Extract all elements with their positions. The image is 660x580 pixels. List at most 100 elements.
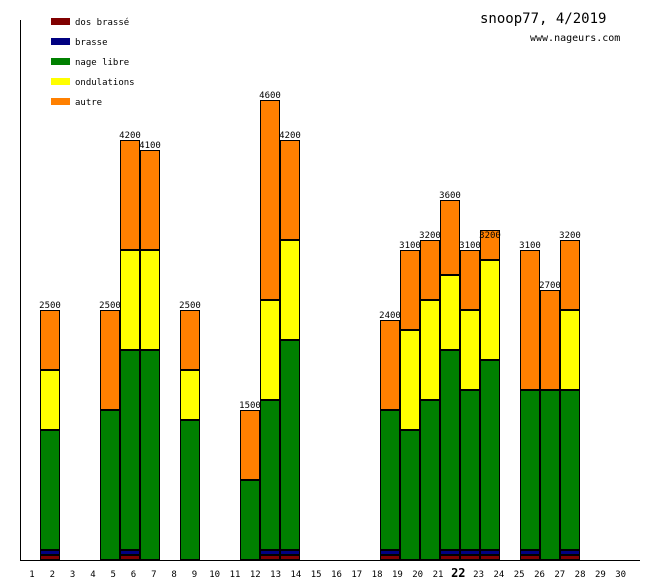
x-tick-30: 30 — [615, 570, 626, 580]
x-tick-5: 5 — [110, 570, 115, 580]
x-tick-14: 14 — [290, 570, 301, 580]
bar-day23-seg0 — [460, 555, 480, 560]
total-label-day28: 3200 — [559, 231, 581, 241]
bar-day9-seg3 — [180, 370, 200, 420]
bar-day19-seg4 — [380, 320, 400, 410]
total-label-day5: 2500 — [99, 301, 121, 311]
legend-label-3: ondulations — [75, 78, 135, 88]
chart-title: snoop77, 4/2019 — [480, 11, 606, 27]
bar-day21-seg2 — [420, 400, 440, 560]
bar-day6-seg1 — [120, 550, 140, 555]
bar-day26-seg2 — [520, 390, 540, 550]
bar-day5-seg4 — [100, 310, 120, 410]
legend-swatch-0 — [51, 18, 70, 25]
bar-day14-seg0 — [280, 555, 300, 560]
bar-day24-seg1 — [480, 550, 500, 555]
total-label-day26: 3100 — [519, 241, 541, 251]
total-label-day22: 3600 — [439, 191, 461, 201]
total-label-day23: 3100 — [459, 241, 481, 251]
x-tick-4: 4 — [90, 570, 95, 580]
bars-layer — [40, 100, 580, 560]
bar-day22-seg0 — [440, 555, 460, 560]
x-tick-18: 18 — [372, 570, 383, 580]
total-label-day6: 4200 — [119, 131, 141, 141]
x-tick-29: 29 — [595, 570, 606, 580]
bar-day28-seg4 — [560, 240, 580, 310]
x-tick-13: 13 — [270, 570, 281, 580]
bar-day20-seg4 — [400, 250, 420, 330]
total-labels: 2500 250042004100250015004600420024003100… — [39, 91, 581, 411]
x-tick-24: 24 — [493, 570, 504, 580]
bar-day22-seg4 — [440, 200, 460, 275]
legend: dos brassé brasse nage libre ondulations aut… — [51, 17, 135, 108]
total-label-day13: 4600 — [259, 91, 281, 101]
legend-label-1: brasse — [75, 38, 108, 48]
x-tick-28: 28 — [575, 570, 586, 580]
bar-day24-seg2 — [480, 360, 500, 550]
bar-day14-seg4 — [280, 140, 300, 240]
x-tick-21: 21 — [433, 570, 444, 580]
bar-day24-seg0 — [480, 555, 500, 560]
bar-day12-seg4 — [240, 410, 260, 480]
x-tick-26: 26 — [534, 570, 545, 580]
x-tick-8: 8 — [171, 570, 176, 580]
legend-label-2: nage libre — [75, 58, 129, 68]
legend-swatch-1 — [51, 38, 70, 45]
bar-day14-seg3 — [280, 240, 300, 340]
bar-day22-seg2 — [440, 350, 460, 550]
total-label-day2: 2500 — [39, 301, 61, 311]
x-tick-20: 20 — [412, 570, 423, 580]
bar-day13-seg2 — [260, 400, 280, 550]
x-tick-2: 2 — [50, 570, 55, 580]
bar-day2-seg0 — [40, 555, 60, 560]
bar-day2-seg4 — [40, 310, 60, 370]
bar-day7-seg3 — [140, 250, 160, 350]
legend-label-0: dos brassé — [75, 17, 129, 28]
x-tick-27: 27 — [554, 570, 565, 580]
x-tick-1: 1 — [29, 570, 34, 580]
bar-day12-seg2 — [240, 480, 260, 560]
legend-swatch-4 — [51, 98, 70, 105]
bar-day14-seg1 — [280, 550, 300, 555]
bar-day28-seg2 — [560, 390, 580, 550]
total-label-day20: 3100 — [399, 241, 421, 251]
x-tick-9: 9 — [192, 570, 197, 580]
bar-day24-seg4 — [480, 230, 500, 260]
x-tick-23: 23 — [473, 570, 484, 580]
bar-day19-seg1 — [380, 550, 400, 555]
total-label-day21: 3200 — [419, 231, 441, 241]
bar-day26-seg0 — [520, 555, 540, 560]
bar-day20-seg2 — [400, 430, 420, 560]
x-tick-labels: 1 2 3 4 5 6 7 8 9 10 11 12 13 14 15 16 17 18 19 20 21 22 23 24 2… — [29, 566, 626, 580]
bar-day22-seg3 — [440, 275, 460, 350]
legend-swatch-2 — [51, 58, 70, 65]
total-label-day12: 1500 — [239, 401, 261, 411]
total-label-day7: 4100 — [139, 141, 161, 151]
x-tick-22: 22 — [451, 566, 465, 580]
bar-day9-seg4 — [180, 310, 200, 370]
bar-day2-seg3 — [40, 370, 60, 430]
bar-day6-seg4 — [120, 140, 140, 250]
bar-day13-seg1 — [260, 550, 280, 555]
x-tick-10: 10 — [209, 570, 220, 580]
bar-day22-seg1 — [440, 550, 460, 555]
bar-day23-seg3 — [460, 310, 480, 390]
legend-swatch-3 — [51, 78, 70, 85]
bar-day9-seg2 — [180, 420, 200, 560]
bar-day24-seg3 — [480, 260, 500, 360]
bar-day28-seg1 — [560, 550, 580, 555]
x-tick-6: 6 — [131, 570, 136, 580]
total-label-day24: 3200 — [479, 231, 501, 241]
bar-day21-seg3 — [420, 300, 440, 400]
bar-day23-seg1 — [460, 550, 480, 555]
x-tick-15: 15 — [311, 570, 322, 580]
bar-day23-seg2 — [460, 390, 480, 550]
bar-day13-seg0 — [260, 555, 280, 560]
bar-day14-seg2 — [280, 340, 300, 550]
bar-day28-seg0 — [560, 555, 580, 560]
bar-day2-seg1 — [40, 550, 60, 555]
x-tick-16: 16 — [331, 570, 342, 580]
x-tick-11: 11 — [230, 570, 241, 580]
bar-day19-seg2 — [380, 410, 400, 550]
bar-day7-seg4 — [140, 150, 160, 250]
